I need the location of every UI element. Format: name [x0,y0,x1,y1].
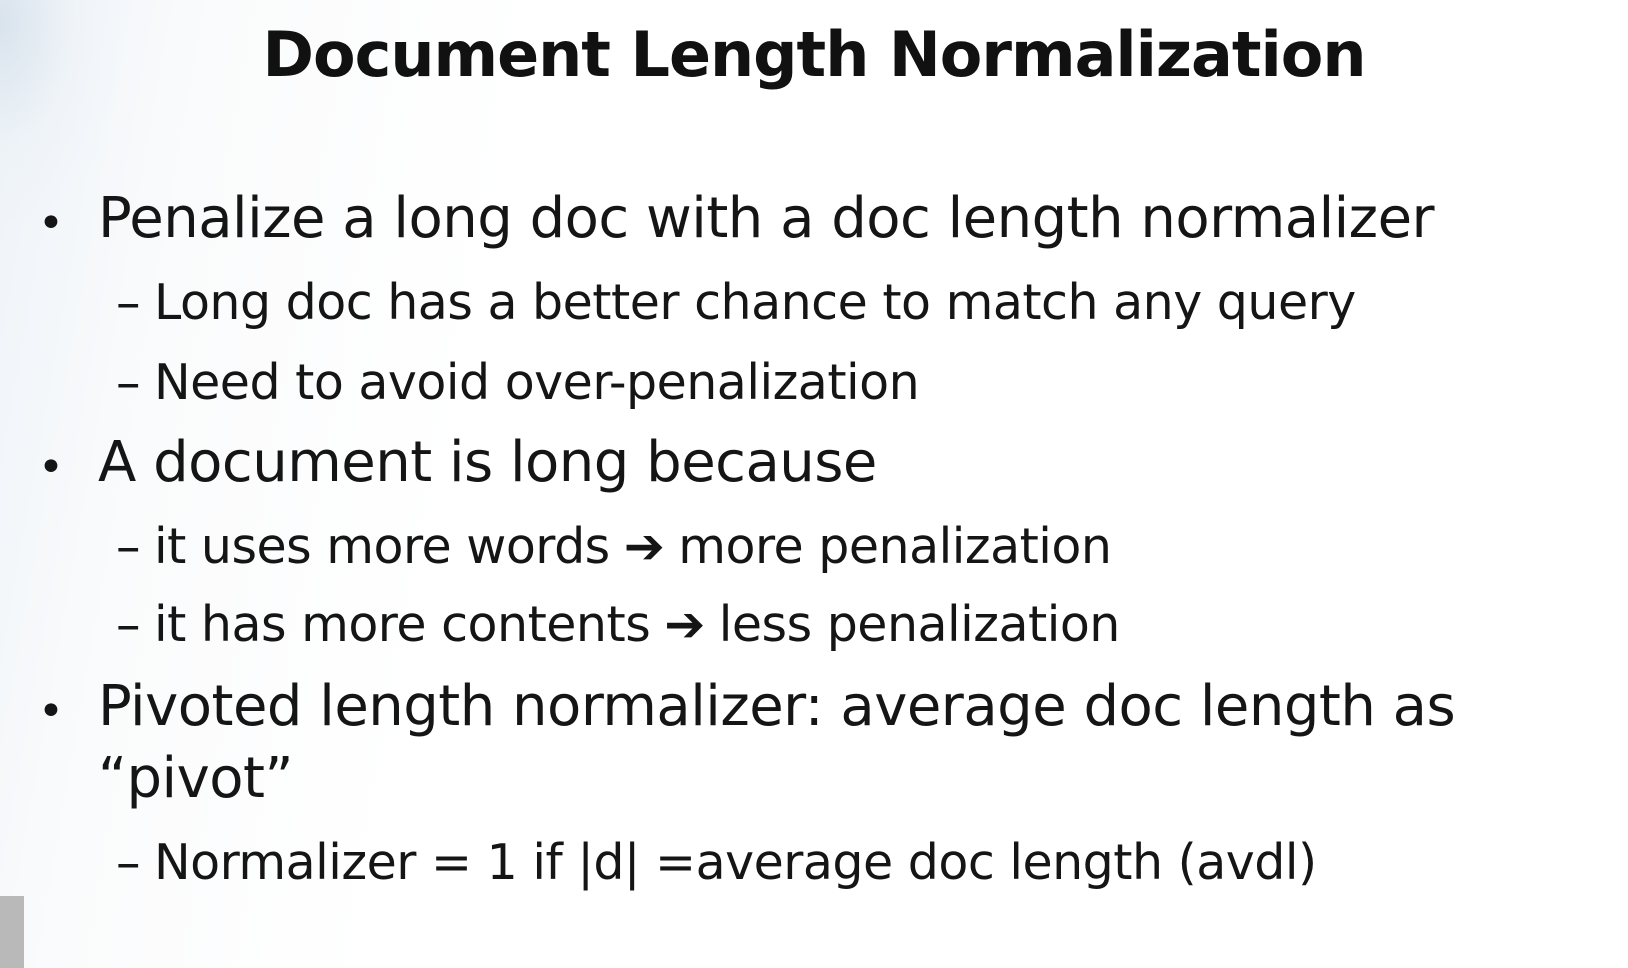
bullet-1-sub-1: – Long doc has a better chance to match a… [116,274,1356,331]
corner-decoration [0,0,120,220]
bullet-2-sub-1: – it uses more words ➔ more penalization [116,518,1112,575]
dash-marker: – [116,596,141,653]
bullet-1-sub-2: – Need to avoid over-penalization [116,354,920,411]
bullet-1-text: Penalize a long doc with a doc length no… [98,186,1435,251]
right-arrow-icon: ➔ [623,518,665,575]
right-arrow-icon: ➔ [664,596,705,653]
bullet-1-sub-1-text: Long doc has a better chance to match an… [154,274,1356,331]
dash-marker: – [116,274,141,331]
dash-marker: – [116,354,141,411]
bullet-2-sub-1-after: more penalization [678,518,1112,575]
bullet-1-marker: • [38,198,64,249]
edge-tab [0,896,24,968]
bullet-2-sub-2-before: it has more contents [154,596,651,653]
dash-marker: – [116,834,141,891]
bullet-3-text-line-1: Pivoted length normalizer: average doc l… [98,674,1456,739]
bullet-1-sub-2-text: Need to avoid over-penalization [154,354,920,411]
bullet-3-marker: • [38,686,64,737]
bullet-2-text: A document is long because [98,430,877,495]
bullet-3-sub-1-text: Normalizer = 1 if |d| =average doc lengt… [154,834,1317,891]
bullet-2-marker: • [38,442,64,493]
bullet-3-sub-1: – Normalizer = 1 if |d| =average doc leng… [116,834,1317,891]
slide-title: Document Length Normalization [262,18,1367,91]
bullet-3-text-line-2: “pivot” [98,746,294,811]
dash-marker: – [116,518,141,575]
bullet-2-sub-1-before: it uses more words [154,518,610,575]
bullet-2-sub-2: – it has more contents ➔ less penalization [116,596,1120,653]
bullet-2-sub-2-after: less penalization [718,596,1121,653]
